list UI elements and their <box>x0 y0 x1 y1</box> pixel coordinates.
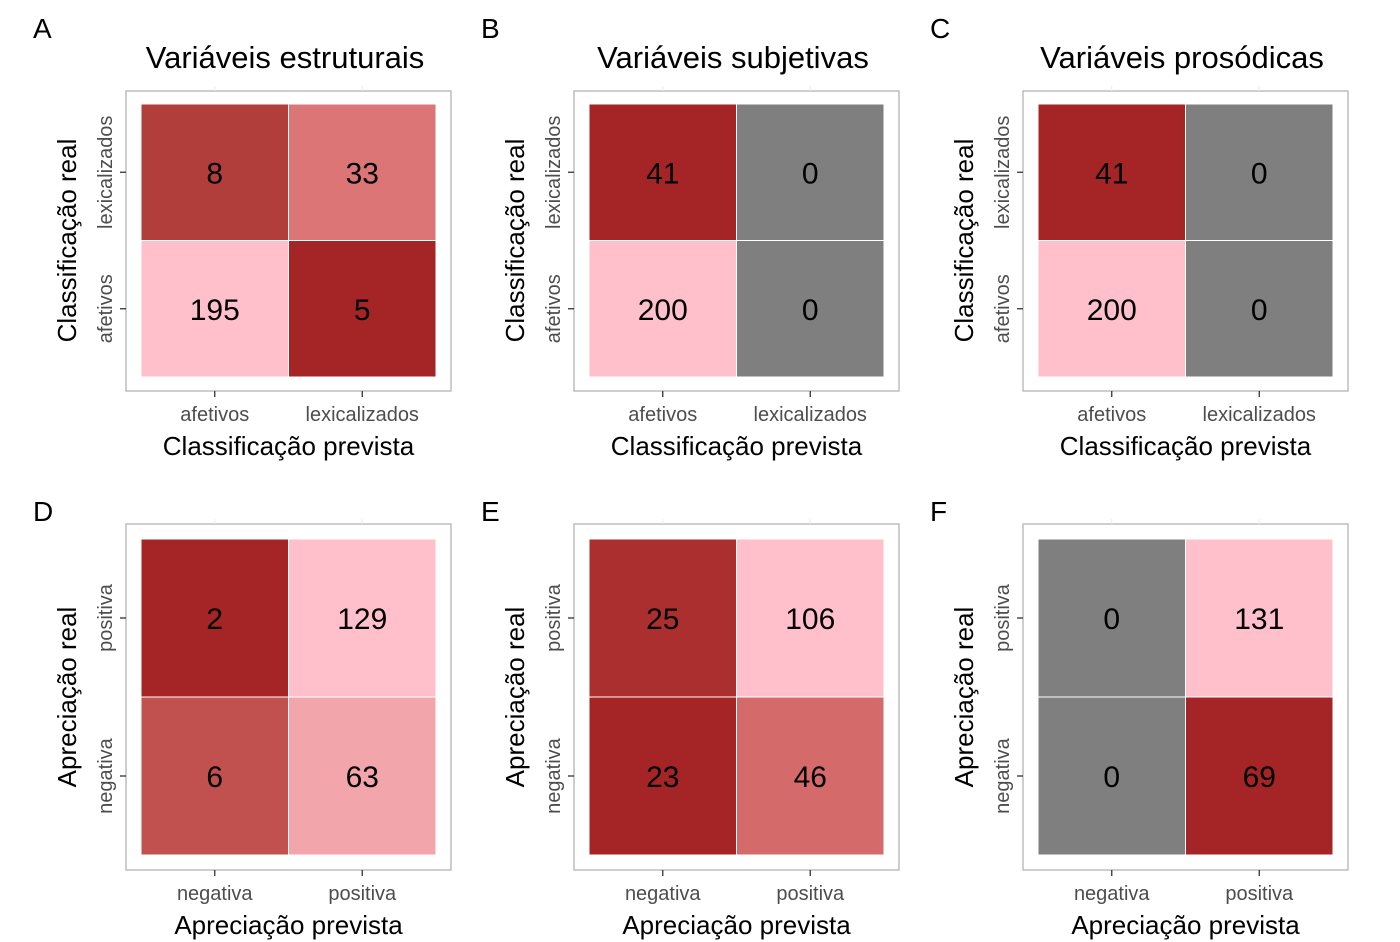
panel-border <box>573 523 900 871</box>
y-axis-title: Apreciação real <box>500 607 530 788</box>
x-axis-title: Classificação prevista <box>163 431 415 461</box>
cell-value-label: 46 <box>794 761 827 794</box>
heatmap-cell <box>140 240 289 378</box>
heatmap-cell <box>588 240 737 378</box>
x-axis-title: Classificação prevista <box>611 431 863 461</box>
x-axis-title: Apreciação prevista <box>174 910 403 940</box>
cell-value-label: 6 <box>206 761 223 794</box>
y-axis-title: Classificação real <box>52 139 82 343</box>
panel-border <box>125 90 452 392</box>
cell-value-label: 8 <box>206 157 223 190</box>
panel-title: Variáveis estruturais <box>146 40 425 75</box>
panel-letter: F <box>930 496 947 527</box>
panel-border <box>573 90 900 392</box>
cell-value-label: 41 <box>1095 157 1128 190</box>
y-tick-label: afetivos <box>543 274 565 343</box>
cell-value-label: 2 <box>206 603 223 636</box>
cell-value-label: 106 <box>785 603 835 636</box>
x-tick-label: positiva <box>328 883 397 905</box>
x-tick-label: positiva <box>1225 883 1294 905</box>
cell-value-label: 0 <box>802 294 819 327</box>
panel-border <box>125 523 452 871</box>
panel-border <box>1022 90 1349 392</box>
cell-value-label: 131 <box>1234 603 1284 636</box>
x-tick-label: lexicalizados <box>754 404 867 426</box>
heatmap-cell <box>736 103 885 241</box>
y-tick-label: afetivos <box>95 274 117 343</box>
cell-value-label: 0 <box>1103 761 1120 794</box>
cell-value-label: 69 <box>1243 761 1276 794</box>
x-tick-label: negativa <box>625 883 701 905</box>
y-tick-label: positiva <box>95 583 117 652</box>
x-tick-label: negativa <box>1074 883 1150 905</box>
panel-letter: E <box>481 496 500 527</box>
x-axis-title: Apreciação prevista <box>622 910 851 940</box>
x-axis-title: Classificação prevista <box>1060 431 1312 461</box>
x-tick-label: afetivos <box>180 404 249 426</box>
heatmap-cell <box>588 696 737 856</box>
cell-value-label: 23 <box>646 761 679 794</box>
panel-letter: B <box>481 13 500 44</box>
heatmap-cell <box>1185 696 1334 856</box>
heatmap-cell <box>1037 696 1186 856</box>
panel-letter: D <box>33 496 53 527</box>
y-axis-title: Apreciação real <box>949 607 979 788</box>
x-tick-label: negativa <box>177 883 253 905</box>
heatmap-cell <box>1037 240 1186 378</box>
heatmap-cell <box>736 538 885 698</box>
heatmap-cell <box>1185 240 1334 378</box>
cell-value-label: 0 <box>802 157 819 190</box>
y-axis-title: Classificação real <box>500 139 530 343</box>
y-tick-label: positiva <box>543 583 565 652</box>
panel-letter: A <box>33 13 52 44</box>
y-tick-label: negativa <box>992 737 1014 813</box>
heatmap-cell <box>588 538 737 698</box>
x-tick-label: lexicalizados <box>306 404 419 426</box>
cell-value-label: 0 <box>1251 157 1268 190</box>
y-tick-label: positiva <box>992 583 1014 652</box>
panel-title: Variáveis subjetivas <box>597 40 869 75</box>
heatmap-cell <box>1185 103 1334 241</box>
cell-value-label: 41 <box>646 157 679 190</box>
heatmap-cell <box>736 696 885 856</box>
heatmap-cell <box>288 538 437 698</box>
y-tick-label: negativa <box>543 737 565 813</box>
heatmap-cell <box>140 538 289 698</box>
cell-value-label: 129 <box>337 603 387 636</box>
heatmap-cell <box>1185 538 1334 698</box>
x-tick-label: lexicalizados <box>1203 404 1316 426</box>
heatmap-cell <box>288 696 437 856</box>
panel-letter: C <box>930 13 950 44</box>
heatmap-cell <box>1037 103 1186 241</box>
y-tick-label: lexicalizados <box>95 116 117 229</box>
panel-border <box>1022 523 1349 871</box>
heatmap-cell <box>288 103 437 241</box>
cell-value-label: 0 <box>1251 294 1268 327</box>
y-axis-title: Apreciação real <box>52 607 82 788</box>
y-tick-label: lexicalizados <box>543 116 565 229</box>
y-axis-title: Classificação real <box>949 139 979 343</box>
cell-value-label: 0 <box>1103 603 1120 636</box>
heatmap-cell <box>736 240 885 378</box>
cell-value-label: 25 <box>646 603 679 636</box>
x-tick-label: positiva <box>776 883 845 905</box>
x-tick-label: afetivos <box>1077 404 1146 426</box>
x-axis-title: Apreciação prevista <box>1071 910 1300 940</box>
heatmap-cell <box>1037 538 1186 698</box>
y-tick-label: afetivos <box>992 274 1014 343</box>
cell-value-label: 63 <box>346 761 379 794</box>
cell-value-label: 195 <box>190 294 240 327</box>
cell-value-label: 5 <box>354 294 371 327</box>
y-tick-label: lexicalizados <box>992 116 1014 229</box>
heatmap-cell <box>140 696 289 856</box>
cell-value-label: 200 <box>1087 294 1137 327</box>
y-tick-label: negativa <box>95 737 117 813</box>
heatmap-cell <box>288 240 437 378</box>
panel-title: Variáveis prosódicas <box>1040 40 1324 75</box>
cell-value-label: 200 <box>638 294 688 327</box>
x-tick-label: afetivos <box>628 404 697 426</box>
heatmap-cell <box>140 103 289 241</box>
cell-value-label: 33 <box>346 157 379 190</box>
